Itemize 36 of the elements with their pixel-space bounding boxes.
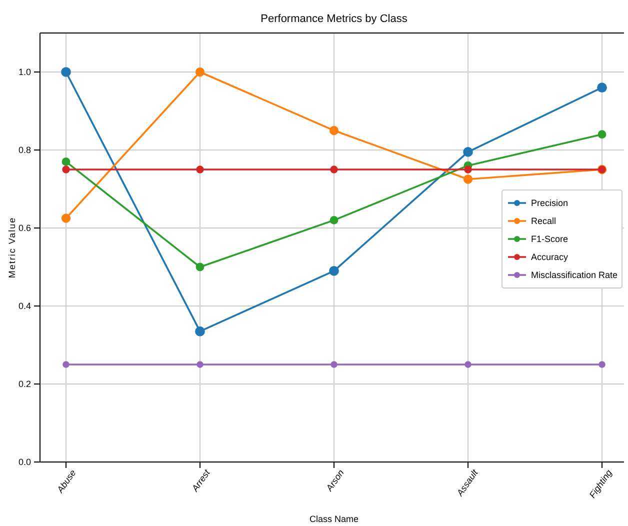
y-tick-label: 0.6 [18, 222, 31, 233]
point [196, 262, 204, 272]
point [597, 82, 607, 93]
point [464, 361, 472, 368]
point [329, 126, 339, 136]
point [195, 67, 205, 77]
point [61, 214, 71, 223]
y-tick-label: 1.0 [18, 66, 31, 77]
point [329, 266, 339, 276]
legend-label: Recall [531, 216, 556, 226]
legend-label: Precision [531, 198, 568, 208]
point [330, 361, 338, 368]
point [464, 166, 472, 174]
point [598, 130, 606, 139]
point [330, 216, 338, 224]
point [196, 361, 204, 368]
point [330, 166, 338, 174]
legend-label: Misclassification Rate [531, 270, 618, 280]
y-tick-label: 0.8 [18, 144, 31, 155]
point [196, 166, 204, 174]
y-tick-label: 0.4 [18, 300, 31, 311]
point [463, 147, 473, 157]
legend-label: Accuracy [531, 252, 569, 262]
point [62, 157, 70, 166]
point [463, 174, 473, 184]
chart-title: Performance Metrics by Class [260, 13, 408, 25]
y-tick-label: 0.2 [18, 378, 31, 389]
point [598, 361, 606, 368]
y-axis-title: Metric Value [7, 216, 17, 278]
y-tick-label: 0.0 [18, 456, 31, 467]
point [61, 67, 71, 77]
point [195, 326, 205, 336]
point [62, 166, 70, 174]
legend-label: F1-Score [531, 234, 568, 244]
point [62, 361, 70, 368]
x-axis-title: Class Name [309, 514, 359, 524]
